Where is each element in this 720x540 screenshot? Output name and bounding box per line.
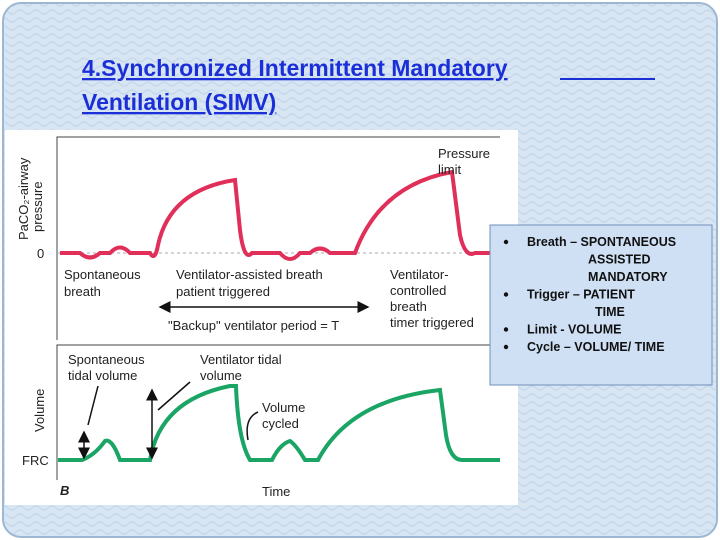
label: Ventilator-assisted breath: [176, 267, 323, 282]
x-label: Time: [262, 484, 290, 499]
y-label: Volume: [32, 389, 47, 432]
label: tidal volume: [68, 368, 137, 383]
label: cycled: [262, 416, 299, 431]
frc-label: FRC: [22, 453, 49, 468]
bullet-text: Breath – SPONTANEOUS: [527, 235, 676, 249]
label: limit: [438, 162, 461, 177]
label: volume: [200, 368, 242, 383]
label: breath: [390, 299, 427, 314]
volume-wave: [58, 384, 500, 462]
bottom-frame: [56, 344, 500, 480]
label: Ventilator-: [390, 267, 449, 282]
bullet-dot: [503, 327, 509, 332]
bullet-box: [489, 224, 713, 386]
top-frame: [56, 136, 500, 340]
bullet-text: MANDATORY: [588, 270, 668, 284]
label: Spontaneous: [64, 267, 141, 282]
label: "Backup" ventilator period = T: [168, 318, 339, 333]
bullet-text: Trigger – PATIENT: [527, 288, 635, 302]
bullet-dot: [503, 292, 509, 297]
bullet-list: Breath – SPONTANEOUS ASSISTED MANDATORY Tri…: [503, 235, 676, 354]
label: Spontaneous: [68, 352, 145, 367]
zero-label: 0: [37, 246, 44, 261]
label: breath: [64, 284, 101, 299]
title-line: Ventilation (SIMV): [82, 89, 276, 115]
pointer: [87, 385, 99, 426]
bullet-text: ASSISTED: [588, 253, 651, 267]
panel-letter: B: [60, 483, 69, 498]
bullet-text: Limit - VOLUME: [527, 323, 621, 337]
y-label: pressure: [30, 181, 45, 232]
title-line: 4.Synchronized Intermittent Mandatory: [82, 55, 508, 81]
bullet-dot: [503, 239, 509, 245]
figure-bg: [5, 130, 518, 505]
label: Pressure: [438, 146, 490, 161]
figure-labels: PaCO₂-airway pressure 0 Pressure limit S…: [16, 146, 490, 499]
label: timer triggered: [390, 315, 474, 330]
bullet-text: TIME: [595, 305, 625, 319]
panel-frames: [56, 136, 500, 480]
pointer: [246, 411, 259, 441]
title: 4.Synchronized Intermittent Mandatory Ve…: [82, 55, 655, 115]
y-label: PaCO₂-airway: [16, 157, 31, 240]
label: Volume: [262, 400, 305, 415]
bullet-dot: [503, 344, 509, 350]
label: patient triggered: [176, 284, 270, 299]
label: controlled: [390, 283, 446, 298]
label: Ventilator tidal: [200, 352, 282, 367]
pointer: [157, 381, 191, 411]
bullet-text: Cycle – VOLUME/ TIME: [527, 340, 665, 354]
pressure-wave: [60, 169, 500, 261]
